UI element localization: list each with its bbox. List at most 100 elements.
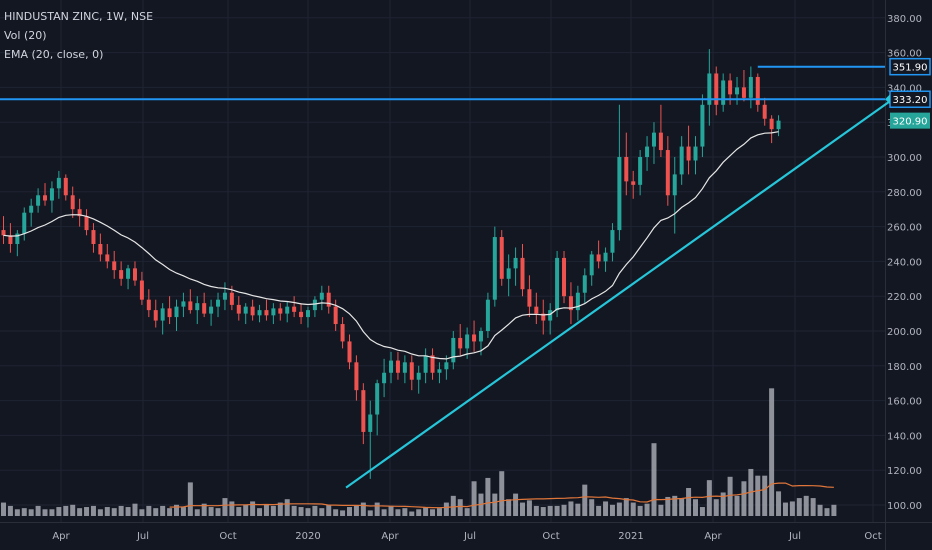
volume-bar [174,504,179,516]
candle [672,157,677,234]
volume-bar [423,507,429,516]
price-axis: 380.00360.00340.00320.00300.00280.00260.… [887,14,922,512]
volume-bar [125,507,131,516]
volume-bar [319,508,325,516]
candle-body [271,308,276,316]
candle [340,317,345,349]
volume-bar [810,498,816,516]
candle-body [382,372,387,384]
candle [312,296,317,318]
x-tick-label: Apr [52,531,70,542]
candle [451,331,456,370]
candle [472,320,477,352]
x-tick-label: Jul [788,531,801,542]
candle-body [326,292,331,307]
candle [292,296,297,318]
candle [126,264,131,290]
volume-bar [789,501,795,516]
volume-bar [49,509,55,516]
candle-body [278,308,283,314]
y-tick-label: 200.00 [887,327,922,338]
candle-body [84,216,89,231]
volume-bar [277,502,283,516]
volume-bar [603,501,609,516]
candle [77,198,82,227]
volume-bar [194,509,200,516]
x-tick-label: 2020 [295,531,320,542]
candle [354,355,359,401]
y-tick-label: 260.00 [887,223,922,234]
candle [645,136,650,171]
candle-body [430,355,435,373]
candle-body [236,304,241,314]
candle [596,240,601,269]
volume-bar [243,504,249,516]
candle-body [513,257,518,269]
volume-bar [388,505,394,516]
candle [209,299,214,326]
candle [506,254,511,297]
candle-body [319,292,324,300]
volume-bar [326,504,332,516]
candle [555,250,560,318]
candle [638,150,643,196]
candle [389,351,394,384]
candle [15,230,20,257]
volume-bar [803,495,809,516]
volume-bar [686,488,692,516]
volume-bar [395,509,401,516]
volume-bar [762,475,768,516]
candle [181,292,186,318]
candle [610,223,615,262]
candle [63,174,68,201]
candle-body [693,146,698,161]
volume-bar [347,507,352,516]
candle-body [617,157,622,231]
volume-bar [630,502,636,516]
trendline-arrow-marker [885,94,890,105]
candle [714,66,719,116]
candle [589,250,594,286]
candle-body [610,230,615,253]
candle [36,188,41,213]
volume-bar [21,508,27,516]
candle-body [631,181,636,185]
volume-bar [153,508,159,516]
volume-bar [312,505,318,516]
candle-body [762,104,767,119]
volume-bar [720,492,726,516]
candle [527,275,532,318]
candle-body [485,299,490,331]
candle-body [105,254,110,262]
candle [416,365,421,394]
y-tick-label: 280.00 [887,188,922,199]
price-label-text: 351.90 [893,63,928,74]
candle [222,282,227,311]
volume-bar [450,495,456,516]
volume-bar [796,498,802,516]
candle-body [638,157,643,185]
candle-body [520,257,525,290]
volume-bar [7,505,13,516]
candle [402,355,407,384]
volume-bar [769,388,775,516]
candle [188,289,193,314]
volume-bar [201,503,207,516]
candle [430,348,435,380]
volume-bar [713,499,719,516]
volume-bar [568,501,574,516]
candle-body [188,301,193,311]
candle [361,383,366,445]
volume-bar [623,498,629,516]
volume-bar [499,471,505,516]
candle-body [91,230,96,244]
candle [499,230,504,286]
candles [1,49,781,479]
candle [485,292,490,338]
volume-bar [409,511,415,516]
candle-body [472,334,477,342]
volume-bar [374,502,380,516]
candle-body [499,237,504,279]
